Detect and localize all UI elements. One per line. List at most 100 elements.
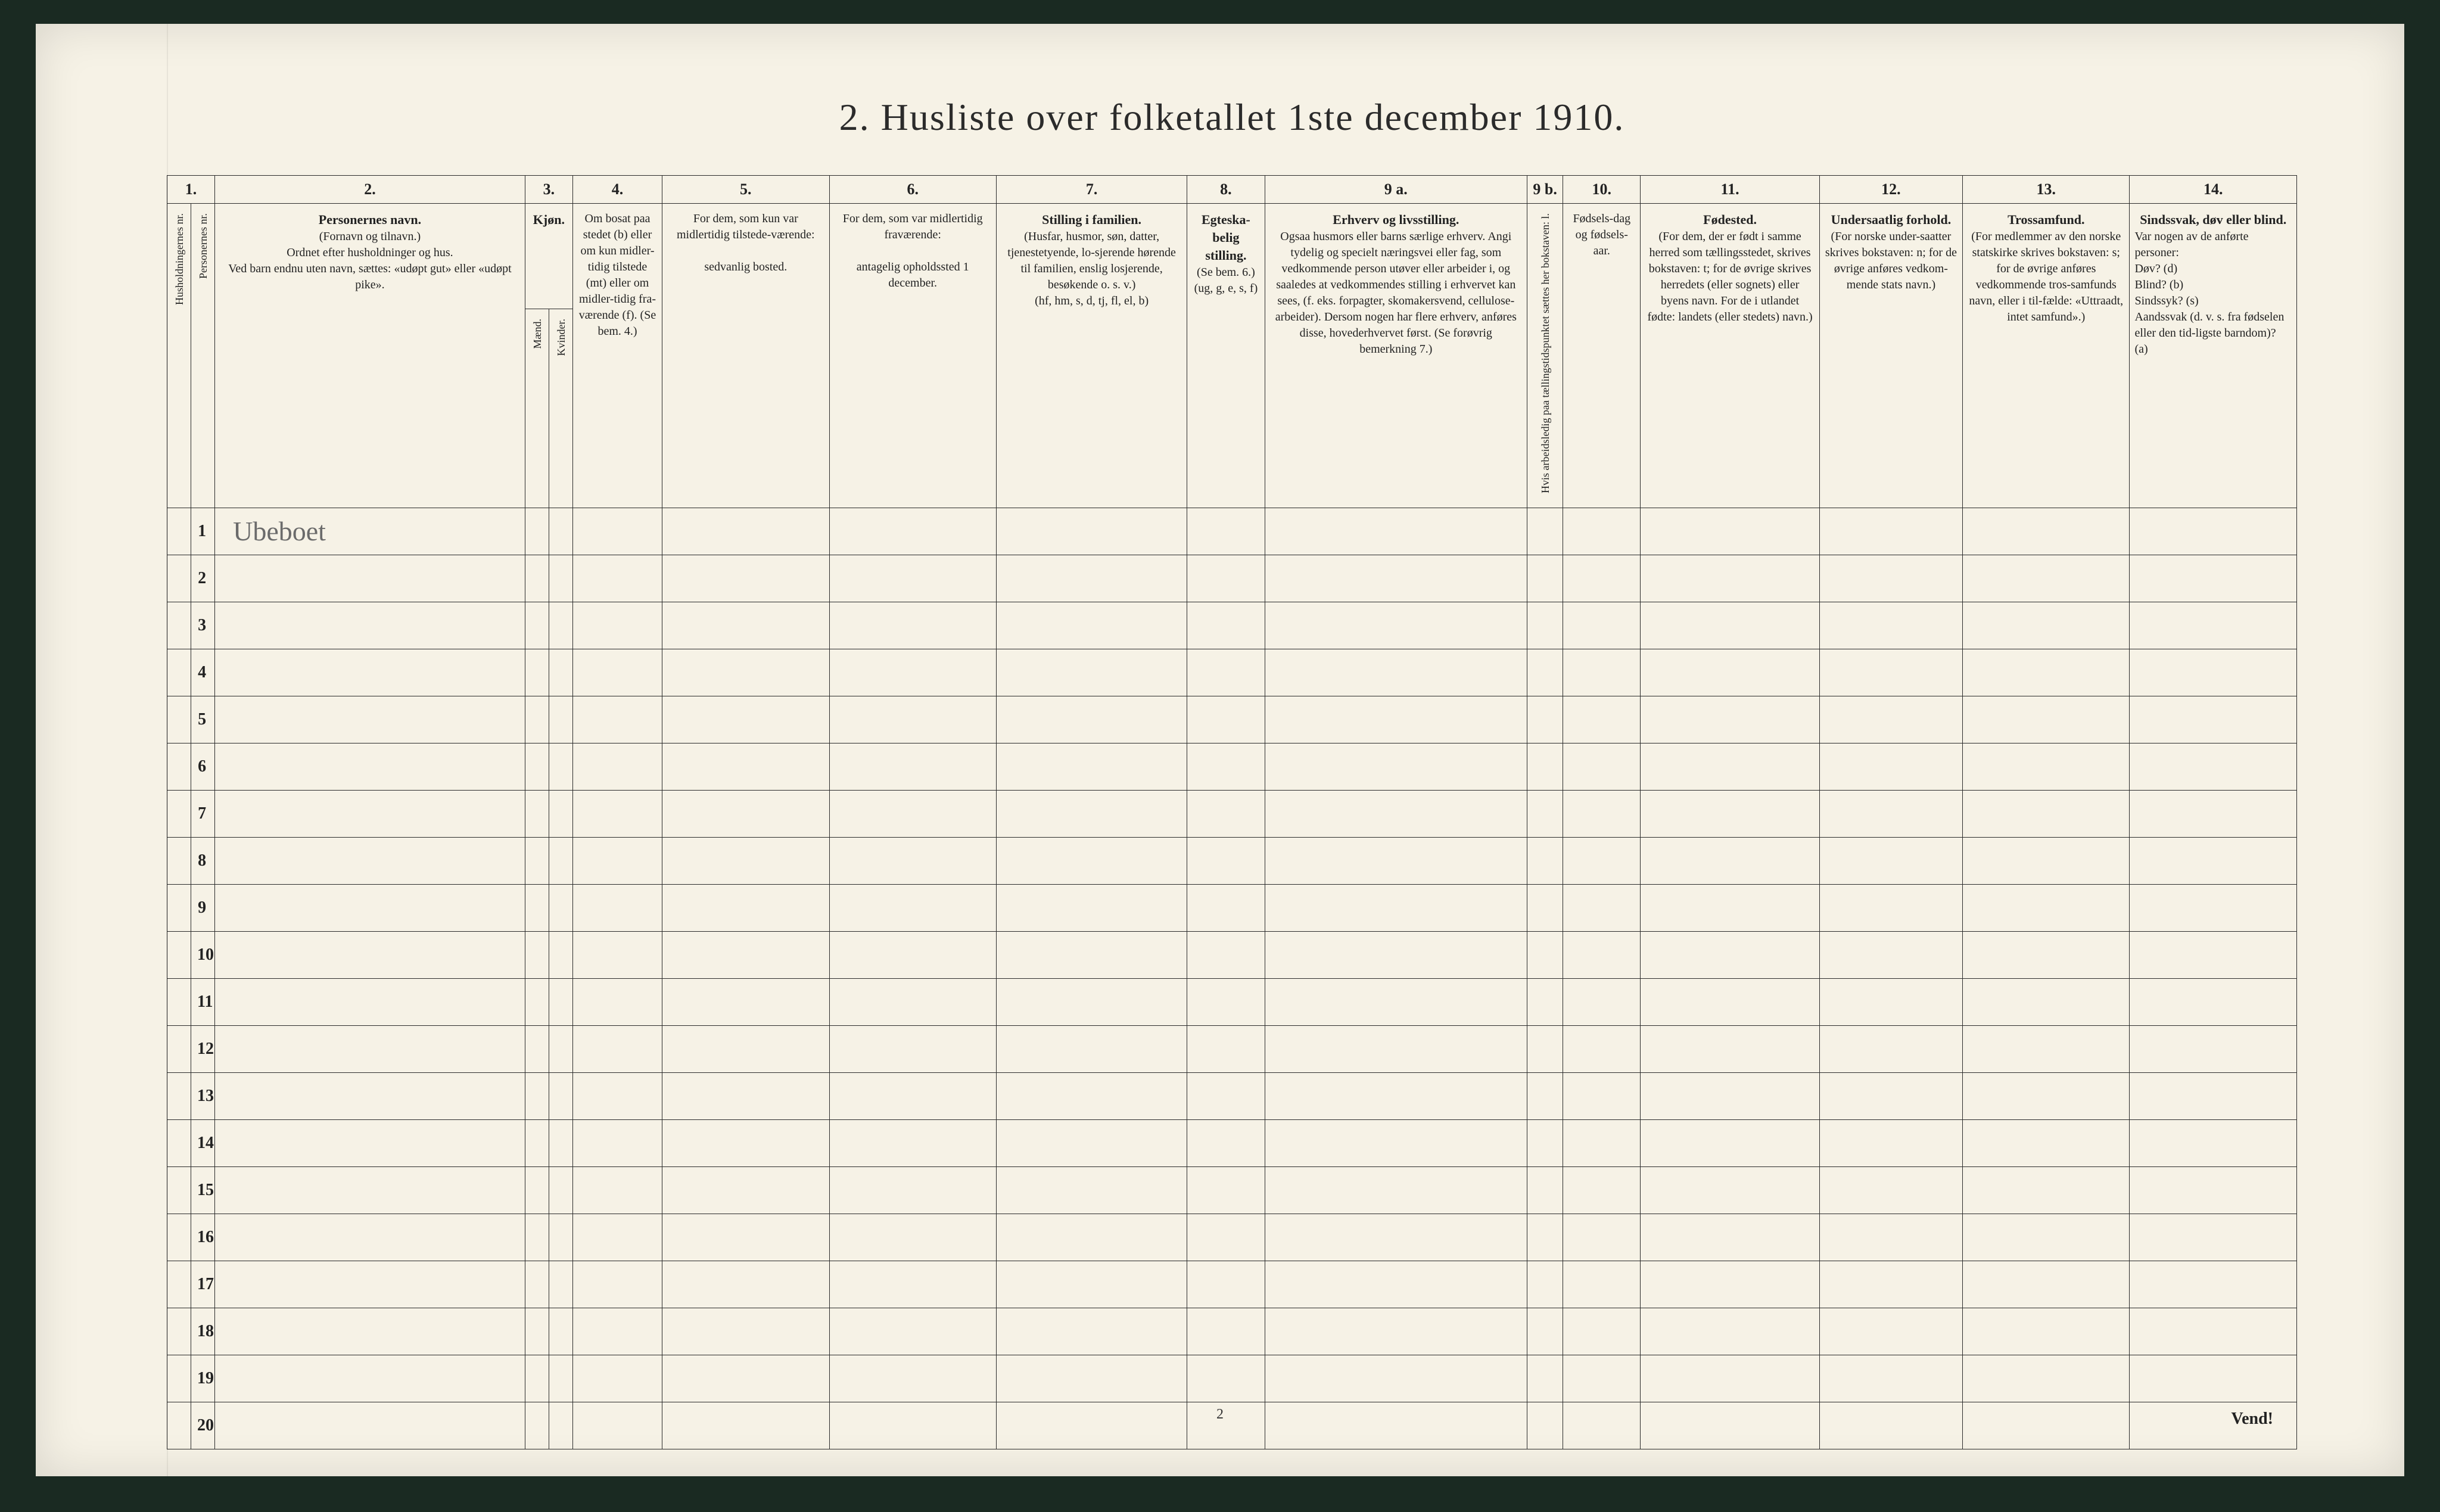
colnum-10: 10. <box>1563 176 1641 204</box>
cell-empty <box>1819 1119 1962 1166</box>
cell-empty <box>1819 931 1962 978</box>
hdr-erhverv: Erhverv og livsstilling. Ogsaa husmors e… <box>1265 204 1527 508</box>
cell-empty <box>662 1072 829 1119</box>
table-row: 2 <box>167 555 2297 602</box>
cell-empty <box>829 1119 996 1166</box>
cell-empty <box>1527 790 1563 837</box>
cell-empty <box>1187 1166 1265 1214</box>
cell-husholdnr <box>167 1355 191 1402</box>
cell-empty <box>549 978 572 1025</box>
cell-empty <box>662 884 829 931</box>
cell-personnr: 17 <box>191 1261 215 1308</box>
cell-empty <box>1819 555 1962 602</box>
cell-empty <box>1187 837 1265 884</box>
cell-empty <box>829 1214 996 1261</box>
cell-empty <box>1819 696 1962 743</box>
cell-empty <box>1641 1261 1819 1308</box>
cell-empty <box>572 1025 662 1072</box>
colnum-12: 12. <box>1819 176 1962 204</box>
cell-empty <box>525 1261 549 1308</box>
page-background: 2. Husliste over folketallet 1ste decemb… <box>0 0 2440 1512</box>
cell-empty <box>2130 1214 2297 1261</box>
cell-empty <box>996 1261 1187 1308</box>
cell-empty <box>525 1355 549 1402</box>
table-row: 18 <box>167 1308 2297 1355</box>
cell-empty <box>1187 1025 1265 1072</box>
cell-empty <box>1527 649 1563 696</box>
cell-husholdnr <box>167 1402 191 1449</box>
cell-empty <box>1527 1214 1563 1261</box>
cell-husholdnr <box>167 743 191 790</box>
cell-empty <box>996 931 1187 978</box>
cell-name <box>215 1119 525 1166</box>
cell-empty <box>2130 931 2297 978</box>
cell-husholdnr <box>167 1166 191 1214</box>
cell-empty <box>1265 1072 1527 1119</box>
cell-empty <box>1641 508 1819 555</box>
cell-husholdnr <box>167 602 191 649</box>
cell-empty <box>572 978 662 1025</box>
cell-empty <box>549 743 572 790</box>
cell-empty <box>1963 884 2130 931</box>
cell-empty <box>549 508 572 555</box>
table-row: 14 <box>167 1119 2297 1166</box>
cell-empty <box>996 837 1187 884</box>
cell-empty <box>549 1025 572 1072</box>
cell-empty <box>1963 790 2130 837</box>
cell-empty <box>1819 649 1962 696</box>
cell-personnr: 8 <box>191 837 215 884</box>
cell-empty <box>1563 931 1641 978</box>
cell-empty <box>525 602 549 649</box>
cell-name <box>215 649 525 696</box>
cell-empty <box>1963 602 2130 649</box>
cell-empty <box>1963 1402 2130 1449</box>
colnum-7: 7. <box>996 176 1187 204</box>
cell-empty <box>1963 649 2130 696</box>
cell-husholdnr <box>167 931 191 978</box>
colnum-6: 6. <box>829 176 996 204</box>
cell-empty <box>1265 696 1527 743</box>
cell-empty <box>996 1119 1187 1166</box>
cell-empty <box>1187 884 1265 931</box>
cell-empty <box>572 602 662 649</box>
cell-empty <box>996 1355 1187 1402</box>
cell-personnr: 19 <box>191 1355 215 1402</box>
cell-empty <box>1265 1214 1527 1261</box>
cell-empty <box>1527 1072 1563 1119</box>
cell-husholdnr <box>167 1072 191 1119</box>
hdr-name-sub: (Fornavn og tilnavn.) Ordnet efter husho… <box>228 230 511 291</box>
cell-personnr: 16 <box>191 1214 215 1261</box>
cell-empty <box>525 696 549 743</box>
hdr-bosat: Om bosat paa stedet (b) eller om kun mid… <box>572 204 662 508</box>
cell-empty <box>1527 1355 1563 1402</box>
hdr-name-title: Personernes navn. <box>319 212 421 227</box>
cell-empty <box>829 1355 996 1402</box>
table-row: 10 <box>167 931 2297 978</box>
cell-empty <box>1563 1261 1641 1308</box>
cell-empty <box>996 1166 1187 1214</box>
cell-empty <box>1563 790 1641 837</box>
cell-empty <box>525 555 549 602</box>
cell-empty <box>1527 1308 1563 1355</box>
cell-empty <box>549 884 572 931</box>
cell-empty <box>662 1308 829 1355</box>
cell-name <box>215 931 525 978</box>
cell-empty <box>1819 602 1962 649</box>
cell-personnr: 5 <box>191 696 215 743</box>
cell-name <box>215 555 525 602</box>
table-row: 7 <box>167 790 2297 837</box>
cell-empty <box>1563 555 1641 602</box>
cell-name <box>215 837 525 884</box>
cell-empty <box>549 602 572 649</box>
cell-empty <box>1187 1214 1265 1261</box>
colnum-3: 3. <box>525 176 572 204</box>
cell-empty <box>1641 1119 1819 1166</box>
cell-empty <box>829 884 996 931</box>
hdr-fodselsaar: Fødsels-dag og fødsels-aar. <box>1563 204 1641 508</box>
cell-empty <box>1527 1402 1563 1449</box>
cell-empty <box>829 931 996 978</box>
hdr-fsted-title: Fødested. <box>1703 212 1757 227</box>
hdr-fodested: Fødested. (For dem, der er født i samme … <box>1641 204 1819 508</box>
hdr-kjon: Kjøn. <box>525 204 572 309</box>
cell-empty <box>2130 1025 2297 1072</box>
